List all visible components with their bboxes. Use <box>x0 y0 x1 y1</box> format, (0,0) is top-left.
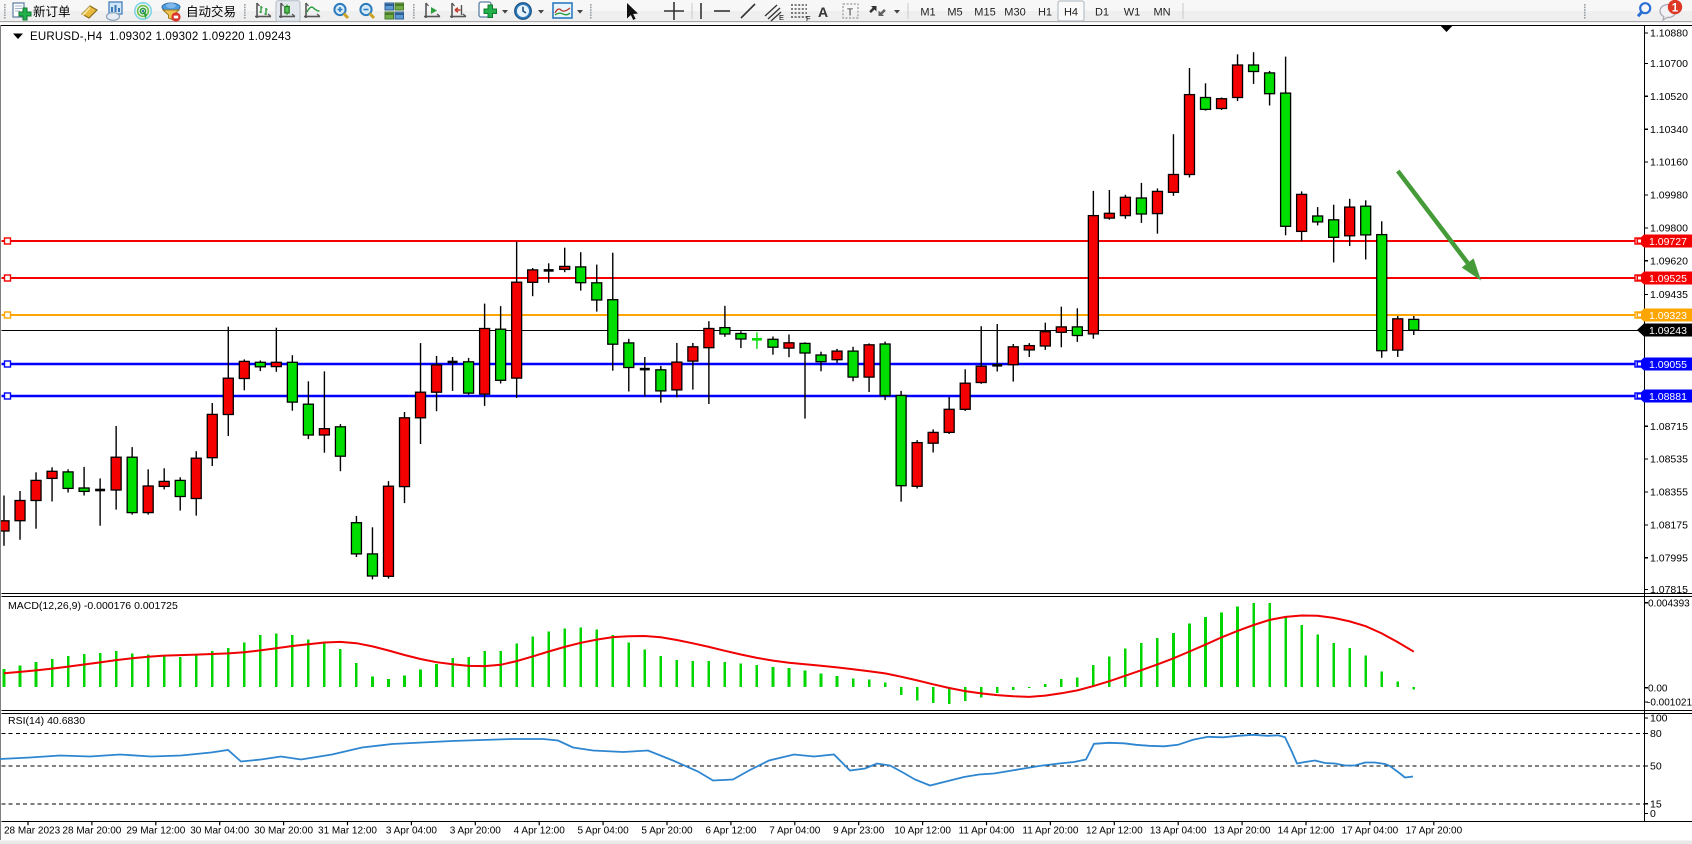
svg-text:28 Mar 2023: 28 Mar 2023 <box>4 826 61 837</box>
svg-text:1.10880: 1.10880 <box>1650 28 1688 40</box>
svg-text:4 Apr 12:00: 4 Apr 12:00 <box>514 826 566 837</box>
svg-text:1.09055: 1.09055 <box>1649 359 1687 371</box>
svg-text:1.09525: 1.09525 <box>1649 273 1687 285</box>
svg-text:1: 1 <box>1672 2 1679 14</box>
svg-text:10 Apr 12:00: 10 Apr 12:00 <box>894 826 951 837</box>
svg-text:3 Apr 04:00: 3 Apr 04:00 <box>386 826 438 837</box>
svg-text:5 Apr 04:00: 5 Apr 04:00 <box>578 826 630 837</box>
svg-text:1.08355: 1.08355 <box>1650 487 1688 499</box>
svg-text:A: A <box>818 4 828 20</box>
svg-text:EURUSD-,H4 1.09302 1.09302 1.: EURUSD-,H4 1.09302 1.09302 1.09220 1.092… <box>30 31 291 43</box>
svg-text:1.10160: 1.10160 <box>1650 157 1688 169</box>
svg-text:13 Apr 04:00: 13 Apr 04:00 <box>1150 826 1207 837</box>
svg-text:30 Mar 04:00: 30 Mar 04:00 <box>190 826 249 837</box>
svg-text:1.09727: 1.09727 <box>1649 236 1687 248</box>
svg-text:1.09620: 1.09620 <box>1650 255 1688 267</box>
svg-text:1.09323: 1.09323 <box>1649 310 1687 322</box>
svg-text:11 Apr 04:00: 11 Apr 04:00 <box>959 826 1015 837</box>
svg-text:H1: H1 <box>1038 7 1052 19</box>
svg-text:6 Apr 12:00: 6 Apr 12:00 <box>705 826 757 837</box>
svg-text:12 Apr 12:00: 12 Apr 12:00 <box>1086 826 1143 837</box>
svg-text:新订单: 新订单 <box>33 4 71 19</box>
svg-text:MACD(12,26,9) -0.000176 0.0017: MACD(12,26,9) -0.000176 0.001725 <box>8 600 178 612</box>
svg-text:-0.001021: -0.001021 <box>1647 698 1692 709</box>
svg-text:100: 100 <box>1650 713 1668 725</box>
svg-text:17 Apr 04:00: 17 Apr 04:00 <box>1342 826 1399 837</box>
svg-text:0.00: 0.00 <box>1648 683 1668 694</box>
svg-text:13 Apr 20:00: 13 Apr 20:00 <box>1214 826 1271 837</box>
svg-text:28 Mar 20:00: 28 Mar 20:00 <box>62 826 121 837</box>
svg-text:5 Apr 20:00: 5 Apr 20:00 <box>641 826 693 837</box>
svg-text:1.07995: 1.07995 <box>1650 552 1688 564</box>
svg-text:1.08881: 1.08881 <box>1649 391 1687 403</box>
svg-text:M1: M1 <box>920 7 935 19</box>
svg-text:1.09435: 1.09435 <box>1650 289 1688 301</box>
svg-text:1.10340: 1.10340 <box>1650 124 1688 136</box>
svg-text:T: T <box>847 8 853 19</box>
svg-text:1.08715: 1.08715 <box>1650 421 1688 433</box>
svg-text:1.08175: 1.08175 <box>1650 520 1688 532</box>
svg-text:9 Apr 23:00: 9 Apr 23:00 <box>833 826 885 837</box>
svg-text:1.09243: 1.09243 <box>1649 325 1687 337</box>
svg-text:0.004393: 0.004393 <box>1648 598 1690 609</box>
svg-text:50: 50 <box>1650 761 1662 773</box>
svg-text:30 Mar 20:00: 30 Mar 20:00 <box>254 826 313 837</box>
svg-text:1.10700: 1.10700 <box>1650 58 1688 70</box>
svg-text:80: 80 <box>1650 728 1662 740</box>
svg-text:M15: M15 <box>974 7 995 19</box>
svg-text:1.09800: 1.09800 <box>1650 223 1688 235</box>
svg-text:1.09980: 1.09980 <box>1650 190 1688 202</box>
svg-text:1.08535: 1.08535 <box>1650 454 1688 466</box>
svg-text:11 Apr 20:00: 11 Apr 20:00 <box>1022 826 1078 837</box>
svg-text:自动交易: 自动交易 <box>186 4 236 19</box>
svg-text:1.10520: 1.10520 <box>1650 91 1688 103</box>
svg-text:E: E <box>779 13 784 22</box>
svg-text:15: 15 <box>1650 798 1662 810</box>
svg-text:MN: MN <box>1153 7 1170 19</box>
svg-text:7 Apr 04:00: 7 Apr 04:00 <box>769 826 821 837</box>
svg-text:M5: M5 <box>947 7 962 19</box>
svg-text:H4: H4 <box>1064 7 1078 19</box>
svg-text:D1: D1 <box>1095 7 1109 19</box>
svg-text:3 Apr 20:00: 3 Apr 20:00 <box>450 826 502 837</box>
svg-text:F: F <box>806 14 811 23</box>
svg-text:1.07815: 1.07815 <box>1650 584 1688 596</box>
svg-text:W1: W1 <box>1124 7 1141 19</box>
svg-text:29 Mar 12:00: 29 Mar 12:00 <box>126 826 185 837</box>
svg-text:0: 0 <box>1650 808 1656 820</box>
svg-text:14 Apr 12:00: 14 Apr 12:00 <box>1278 826 1335 837</box>
svg-text:17 Apr 20:00: 17 Apr 20:00 <box>1405 826 1462 837</box>
svg-text:31 Mar 12:00: 31 Mar 12:00 <box>318 826 377 837</box>
svg-text:RSI(14) 40.6830: RSI(14) 40.6830 <box>8 715 85 727</box>
svg-text:M30: M30 <box>1004 7 1025 19</box>
